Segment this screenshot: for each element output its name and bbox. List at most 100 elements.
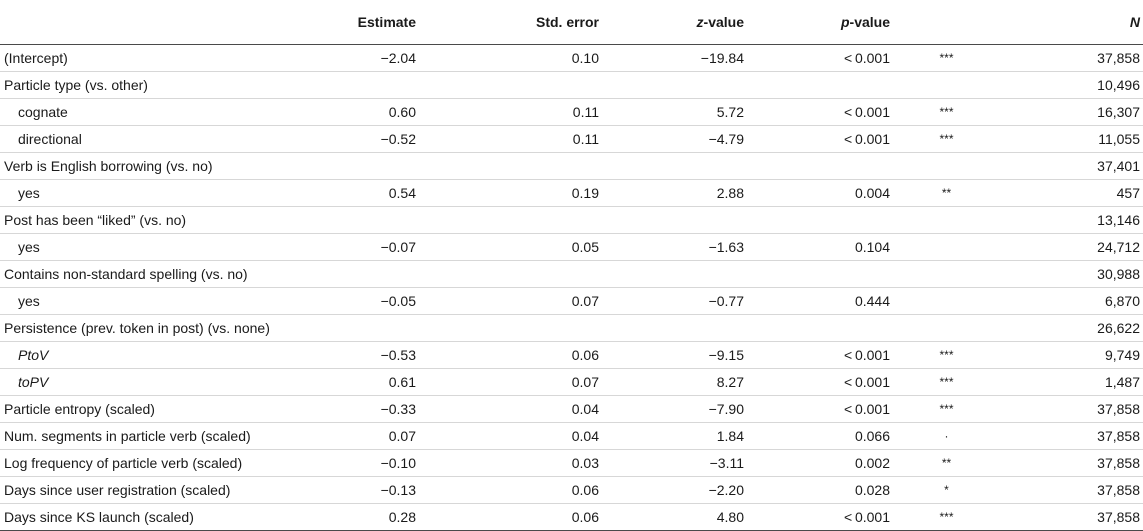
table-row: Days since user registration (scaled) −0.… [0, 477, 1143, 504]
estimate-cell [304, 261, 416, 288]
predictor-cell: PtoV [18, 347, 49, 363]
n-cell: 6,870 [1104, 293, 1140, 309]
p-value-cell [744, 315, 890, 342]
p-value-cell: < 0.001 [843, 50, 890, 66]
n-cell: 11,055 [1098, 131, 1140, 147]
table-row: cognate 0.60 0.11 5.72 < 0.001 *** 16,307 [0, 99, 1143, 126]
z-value-cell: −19.84 [700, 50, 744, 66]
table-row: Num. segments in particle verb (scaled) 0… [0, 423, 1143, 450]
significance-cell: *** [939, 375, 954, 389]
z-value-cell: 4.80 [716, 509, 744, 525]
estimate-cell [304, 72, 416, 99]
n-cell: 1,487 [1104, 374, 1140, 390]
std-error-cell: 0.05 [571, 239, 599, 255]
estimate-cell: −2.04 [380, 50, 416, 66]
std-error-cell: 0.06 [571, 509, 599, 525]
header-significance [890, 0, 1003, 45]
n-cell: 13,146 [1097, 212, 1140, 228]
p-value-cell: 0.444 [854, 293, 890, 309]
std-error-cell: 0.06 [571, 482, 599, 498]
z-value-cell [599, 207, 744, 234]
std-error-cell: 0.06 [571, 347, 599, 363]
header-n: N [1003, 0, 1143, 45]
estimate-cell: 0.07 [388, 428, 416, 444]
estimate-cell [304, 207, 416, 234]
std-error-cell: 0.03 [571, 455, 599, 471]
std-error-cell: 0.07 [571, 293, 599, 309]
std-error-cell [416, 315, 599, 342]
z-value-cell: 1.84 [716, 428, 744, 444]
estimate-cell [304, 315, 416, 342]
estimate-cell: −0.33 [380, 401, 416, 417]
std-error-cell [416, 153, 599, 180]
table-row: yes 0.54 0.19 2.88 0.004 ** 457 [0, 180, 1143, 207]
predictor-cell: Contains non-standard spelling (vs. no) [4, 266, 248, 282]
n-cell: 37,858 [1097, 455, 1140, 471]
p-value-cell [744, 72, 890, 99]
z-value-cell [599, 261, 744, 288]
table-row: Contains non-standard spelling (vs. no) 3… [0, 261, 1143, 288]
significance-cell: * [944, 483, 949, 497]
predictor-cell: Days since KS launch (scaled) [4, 509, 194, 525]
header-estimate: Estimate [304, 0, 416, 45]
significance-cell: · [944, 429, 949, 443]
predictor-cell: Particle type (vs. other) [4, 77, 148, 93]
n-cell: 9,749 [1104, 347, 1140, 363]
estimate-cell: −0.07 [380, 239, 416, 255]
n-cell: 24,712 [1097, 239, 1140, 255]
significance-cell [890, 288, 1003, 315]
n-cell: 30,988 [1097, 266, 1140, 282]
predictor-cell: Persistence (prev. token in post) (vs. n… [4, 320, 270, 336]
predictor-cell: yes [18, 185, 40, 201]
significance-cell: ** [941, 186, 952, 200]
p-value-cell: < 0.001 [843, 347, 890, 363]
predictor-cell: Post has been “liked” (vs. no) [4, 212, 187, 228]
table-row: yes −0.07 0.05 −1.63 0.104 24,712 [0, 234, 1143, 261]
n-cell: 37,858 [1097, 428, 1140, 444]
std-error-cell: 0.11 [572, 104, 599, 120]
p-value-cell: < 0.001 [843, 509, 890, 525]
table-row: yes −0.05 0.07 −0.77 0.444 6,870 [0, 288, 1143, 315]
header-row: Estimate Std. error z-value p-value N [0, 0, 1143, 45]
significance-cell [890, 261, 1003, 288]
p-value-cell: 0.104 [854, 239, 890, 255]
predictor-cell: yes [18, 239, 40, 255]
predictor-cell: (Intercept) [4, 50, 68, 66]
table-row: directional −0.52 0.11 −4.79 < 0.001 *** 11,05… [0, 126, 1143, 153]
table-row: Particle type (vs. other) 10,496 [0, 72, 1143, 99]
table-row: Persistence (prev. token in post) (vs. n… [0, 315, 1143, 342]
predictor-cell: Num. segments in particle verb (scaled) [4, 428, 251, 444]
significance-cell: *** [939, 105, 954, 119]
header-std-error: Std. error [416, 0, 599, 45]
table-row: toPV 0.61 0.07 8.27 < 0.001 *** 1,487 [0, 369, 1143, 396]
significance-cell: *** [939, 348, 954, 362]
header-z-suffix: -value [703, 14, 744, 30]
std-error-cell: 0.04 [571, 401, 599, 417]
n-cell: 37,401 [1097, 158, 1140, 174]
std-error-cell: 0.07 [571, 374, 599, 390]
table-body: (Intercept) −2.04 0.10 −19.84 < 0.001 *** 37,8… [0, 45, 1143, 531]
header-z-letter: z [696, 14, 704, 30]
n-cell: 37,858 [1097, 50, 1140, 66]
z-value-cell: −1.63 [708, 239, 744, 255]
std-error-cell: 0.19 [571, 185, 599, 201]
significance-cell: ** [941, 456, 952, 470]
n-cell: 37,858 [1097, 401, 1140, 417]
table-row: PtoV −0.53 0.06 −9.15 < 0.001 *** 9,749 [0, 342, 1143, 369]
p-value-cell: 0.002 [854, 455, 890, 471]
z-value-cell: −3.11 [709, 455, 744, 471]
p-value-cell: < 0.001 [843, 104, 890, 120]
p-value-cell: < 0.001 [843, 374, 890, 390]
significance-cell [890, 207, 1003, 234]
predictor-cell: Particle entropy (scaled) [4, 401, 155, 417]
p-value-cell: 0.066 [854, 428, 890, 444]
significance-cell [890, 153, 1003, 180]
predictor-cell: Verb is English borrowing (vs. no) [4, 158, 213, 174]
table-row: Particle entropy (scaled) −0.33 0.04 −7.90 <… [0, 396, 1143, 423]
z-value-cell: −0.77 [708, 293, 744, 309]
significance-cell: *** [939, 132, 954, 146]
z-value-cell [599, 72, 744, 99]
z-value-cell: 2.88 [716, 185, 744, 201]
header-p-letter: p [840, 14, 850, 30]
